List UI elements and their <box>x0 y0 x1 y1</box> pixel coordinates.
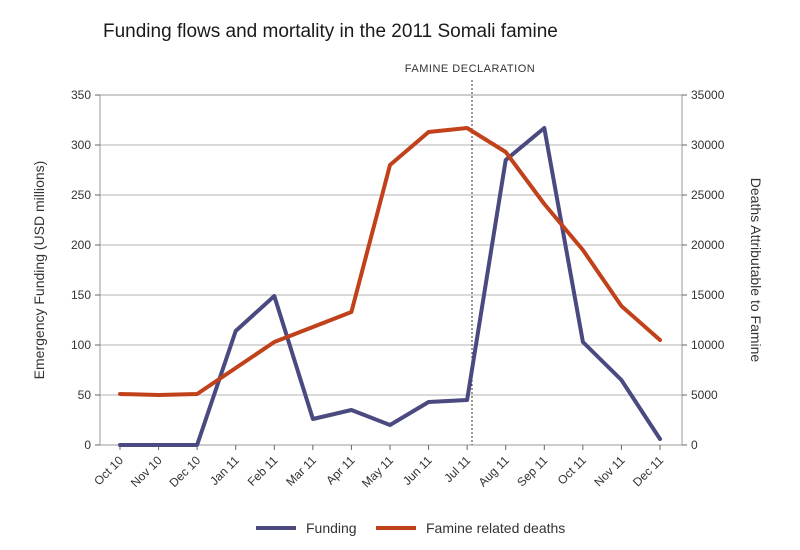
deaths-series-line <box>118 126 662 397</box>
left-tick-label: 150 <box>71 288 91 302</box>
famine-declaration-label: FAMINE DECLARATION <box>405 63 535 75</box>
legend-deaths-label: Famine related deaths <box>426 520 565 536</box>
x-axis-ticks: Oct 10 Nov 10 Dec 10 Jan 11 Feb 11 Mar 11 Apr … <box>91 445 666 490</box>
x-tick-label: Sep 11 <box>514 453 550 489</box>
x-tick-label: Oct 10 <box>91 453 126 488</box>
grid <box>100 144 682 396</box>
x-tick-label: Aug 11 <box>476 453 512 489</box>
right-tick-label: 5000 <box>691 388 718 402</box>
x-tick-label: Jul 11 <box>441 453 473 485</box>
left-tick-label: 350 <box>71 88 91 102</box>
left-tick-label: 100 <box>71 338 91 352</box>
left-tick-label: 50 <box>78 388 92 402</box>
x-tick-label: Feb 11 <box>245 453 281 489</box>
right-tick-label: 0 <box>691 438 698 452</box>
left-tick-label: 250 <box>71 188 91 202</box>
right-tick-label: 25000 <box>691 188 725 202</box>
left-tick-label: 0 <box>84 438 91 452</box>
chart-title: Funding flows and mortality in the 2011 … <box>103 21 558 42</box>
x-tick-label: Oct 11 <box>555 453 589 487</box>
x-tick-label: Dec 11 <box>630 453 666 489</box>
right-tick-label: 35000 <box>691 88 725 102</box>
right-tick-label: 10000 <box>691 338 725 352</box>
right-tick-label: 20000 <box>691 238 725 252</box>
x-tick-label: Jan 11 <box>207 453 242 488</box>
right-tick-label: 30000 <box>691 138 725 152</box>
x-tick-label: Dec 10 <box>166 453 203 490</box>
y-axis-left-label: Emergency Funding (USD millions) <box>31 161 47 380</box>
plot-frame <box>99 94 683 446</box>
x-tick-label: Jun 11 <box>400 453 435 488</box>
x-tick-label: Mar 11 <box>283 453 319 489</box>
right-axis-ticks: 0 5000 10000 15000 20000 25000 30000 35000 <box>682 88 725 452</box>
x-tick-label: May 11 <box>359 453 396 490</box>
x-tick-label: Apr 11 <box>323 453 358 488</box>
x-tick-label: Nov 10 <box>128 453 165 490</box>
left-tick-label: 200 <box>71 238 91 252</box>
funding-series-line <box>118 126 662 447</box>
left-axis-ticks: 0 50 100 150 200 250 300 350 <box>71 88 100 452</box>
right-tick-label: 15000 <box>691 288 725 302</box>
series-layer <box>118 126 662 447</box>
y-axis-right-label: Deaths Attributable to Famine <box>748 178 764 363</box>
legend: Funding Famine related deaths <box>256 520 565 536</box>
left-tick-label: 300 <box>71 138 91 152</box>
legend-funding-label: Funding <box>306 520 357 536</box>
x-tick-label: Nov 11 <box>591 453 627 489</box>
